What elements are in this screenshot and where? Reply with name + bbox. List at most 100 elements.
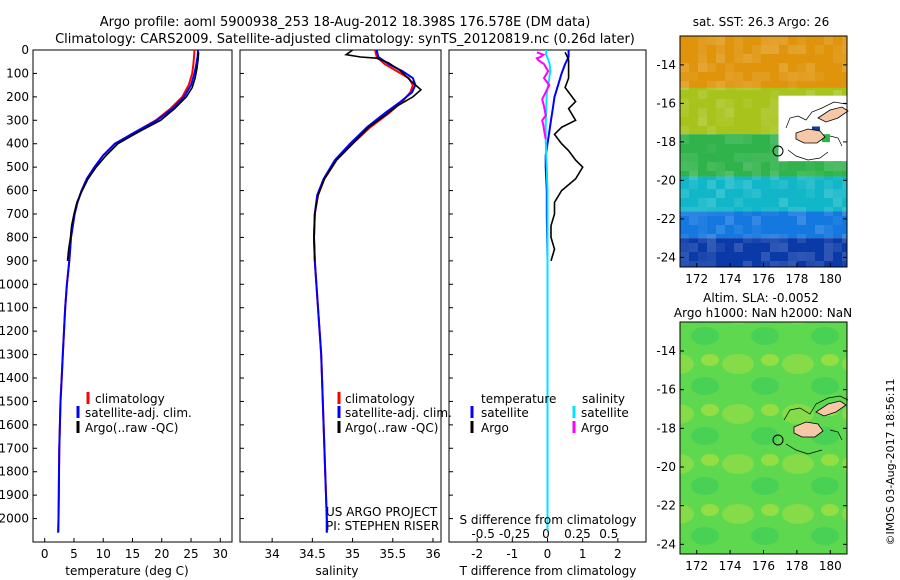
sst-texture-cell bbox=[833, 189, 842, 198]
salinity-plot-frame bbox=[239, 49, 442, 543]
sst-texture-cell bbox=[770, 90, 779, 99]
map-y-tick-label: -16 bbox=[656, 96, 676, 110]
sst-texture-cell bbox=[833, 45, 842, 54]
sst-map-island-overlay bbox=[785, 101, 849, 161]
sst-texture-cell bbox=[797, 36, 806, 45]
sst-texture-cell bbox=[797, 207, 806, 216]
sst-texture-cell bbox=[725, 108, 734, 117]
legend-label-sal-argo: Argo bbox=[581, 421, 609, 435]
sst-texture-cell bbox=[824, 189, 833, 198]
sst-texture-cell bbox=[680, 99, 689, 108]
sst-texture-cell bbox=[680, 234, 689, 243]
sst-texture-cell bbox=[743, 162, 752, 171]
sst-texture-cell bbox=[770, 234, 779, 243]
sst-texture-cell bbox=[761, 117, 770, 126]
sst-texture-cell bbox=[698, 63, 707, 72]
sst-texture-cell bbox=[806, 252, 815, 261]
sst-texture-cell bbox=[680, 261, 689, 267]
temperature-plot-frame bbox=[32, 49, 233, 543]
sst-texture-cell bbox=[725, 81, 734, 90]
y-tick-label: 300 bbox=[6, 113, 29, 127]
sst-texture-cell bbox=[707, 261, 716, 267]
sst-band bbox=[680, 211, 847, 239]
sst-texture-cell bbox=[734, 45, 743, 54]
sst-texture-cell bbox=[698, 90, 707, 99]
sst-texture-cell bbox=[797, 171, 806, 180]
sst-texture-cell bbox=[752, 234, 761, 243]
map-y-tick-label: -20 bbox=[656, 460, 676, 474]
sst-texture-cell bbox=[698, 225, 707, 234]
map-x-tick-label: 180 bbox=[819, 559, 842, 573]
sst-texture-cell bbox=[779, 198, 788, 207]
sst-texture-cell bbox=[770, 162, 779, 171]
sst-texture-cell bbox=[842, 36, 847, 45]
legend-heading-temperature: temperature bbox=[481, 392, 556, 406]
sst-texture-cell bbox=[770, 180, 779, 189]
x-top-tick-label: -0.25 bbox=[499, 527, 530, 541]
sst-texture-cell bbox=[743, 135, 752, 144]
sst-texture-cell bbox=[716, 243, 725, 252]
legend-label-argo: Argo(..raw -QC) bbox=[345, 421, 438, 435]
sst-texture-cell bbox=[743, 54, 752, 63]
sst-texture-cell bbox=[725, 63, 734, 72]
sst-texture-cell bbox=[824, 225, 833, 234]
sst-texture-cell bbox=[779, 180, 788, 189]
x-tick-label: 35 bbox=[345, 547, 360, 561]
series-line-argo-raw-qc- bbox=[313, 49, 423, 261]
sst-texture-cell bbox=[707, 81, 716, 90]
sst-texture-cell bbox=[734, 54, 743, 63]
sst-texture-cell bbox=[698, 54, 707, 63]
sst-texture-cell bbox=[770, 261, 779, 267]
sst-texture-cell bbox=[680, 63, 689, 72]
map-y-tick-label: -16 bbox=[656, 383, 676, 397]
sla-map-subtitle: Argo h1000: NaN h2000: NaN bbox=[674, 306, 852, 320]
temperature-legend: climatology satellite-adj. clim. Argo(..… bbox=[76, 392, 192, 435]
sst-texture-cell bbox=[725, 207, 734, 216]
sst-texture-cell bbox=[770, 117, 779, 126]
sst-texture-cell bbox=[761, 72, 770, 81]
sst-texture-cell bbox=[806, 180, 815, 189]
map-x-tick-label: 174 bbox=[719, 559, 742, 573]
y-tick-label: 1400 bbox=[0, 371, 29, 385]
map-x-tick-label: 178 bbox=[785, 272, 808, 286]
sst-texture-cell bbox=[689, 171, 698, 180]
sla-map bbox=[680, 322, 847, 554]
sst-texture-cell bbox=[689, 243, 698, 252]
sst-texture-cell bbox=[707, 207, 716, 216]
difference-legend: temperature salinity satellite Argo sate… bbox=[470, 392, 629, 435]
map-y-tick-label: -22 bbox=[656, 499, 676, 513]
sst-texture-cell bbox=[806, 171, 815, 180]
x-tick-label: 0 bbox=[41, 547, 49, 561]
sst-texture-cell bbox=[806, 261, 815, 267]
legend-label-sal-satellite: satellite bbox=[581, 406, 629, 420]
sst-texture-cell bbox=[707, 243, 716, 252]
sst-band bbox=[680, 36, 847, 88]
sst-texture-cell bbox=[725, 171, 734, 180]
map-x-tick-label: 174 bbox=[719, 272, 742, 286]
sst-texture-cell bbox=[707, 198, 716, 207]
sst-texture-cell bbox=[815, 261, 824, 267]
sst-texture-cell bbox=[689, 216, 698, 225]
sst-texture-cell bbox=[734, 135, 743, 144]
sla-coastline-outline bbox=[783, 395, 849, 455]
x-tick-label: 10 bbox=[96, 547, 111, 561]
sla-map-title: Altim. SLA: -0.0052 bbox=[703, 291, 819, 305]
sst-texture-cell bbox=[698, 234, 707, 243]
y-tick-label: 1300 bbox=[0, 348, 29, 362]
y-tick-label: 700 bbox=[6, 207, 29, 221]
sst-texture-cell bbox=[743, 234, 752, 243]
sst-texture-cell bbox=[761, 153, 770, 162]
sst-texture-cell bbox=[779, 234, 788, 243]
map-y-tick-label: -14 bbox=[656, 58, 676, 72]
x-top-tick-label: 0.5 bbox=[599, 527, 618, 541]
sst-texture-cell bbox=[788, 72, 797, 81]
sst-texture-cell bbox=[680, 72, 689, 81]
sst-texture-cell bbox=[833, 90, 842, 99]
sst-texture-cell bbox=[797, 72, 806, 81]
temperature-axis: 0 5 10 15 20 25 300100200300400500600700800900… bbox=[0, 43, 228, 561]
pi-credit: PI: STEPHEN RISER bbox=[326, 519, 439, 533]
sst-texture-cell bbox=[716, 108, 725, 117]
sst-texture-cell bbox=[707, 144, 716, 153]
sst-texture-cell bbox=[698, 45, 707, 54]
